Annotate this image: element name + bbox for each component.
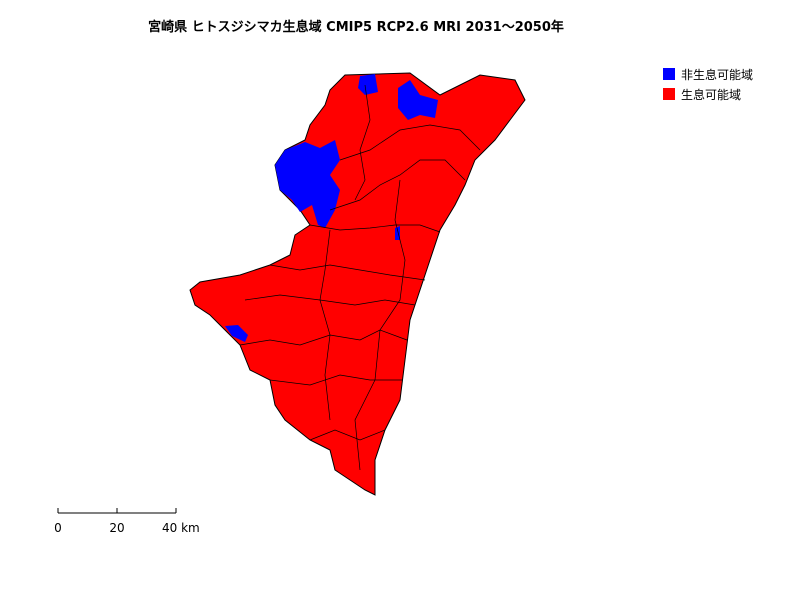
map <box>189 72 526 496</box>
legend-swatch <box>663 88 675 100</box>
habitable-area <box>189 72 526 496</box>
map-title: 宮崎県 ヒトスジシマカ生息域 CMIP5 RCP2.6 MRI 2031～205… <box>148 19 564 35</box>
scale-label: 20 <box>109 521 124 535</box>
non-habitable-areas <box>225 74 438 342</box>
legend-label: 生息可能域 <box>681 87 741 102</box>
legend-label: 非生息可能域 <box>681 67 753 82</box>
legend-swatch <box>663 68 675 80</box>
scale-bar: 0 20 40 km <box>54 508 200 535</box>
legend: 非生息可能域 生息可能域 <box>663 67 753 102</box>
municipal-boundaries <box>239 84 481 471</box>
scale-label: 0 <box>54 521 62 535</box>
scale-label: 40 km <box>162 521 200 535</box>
